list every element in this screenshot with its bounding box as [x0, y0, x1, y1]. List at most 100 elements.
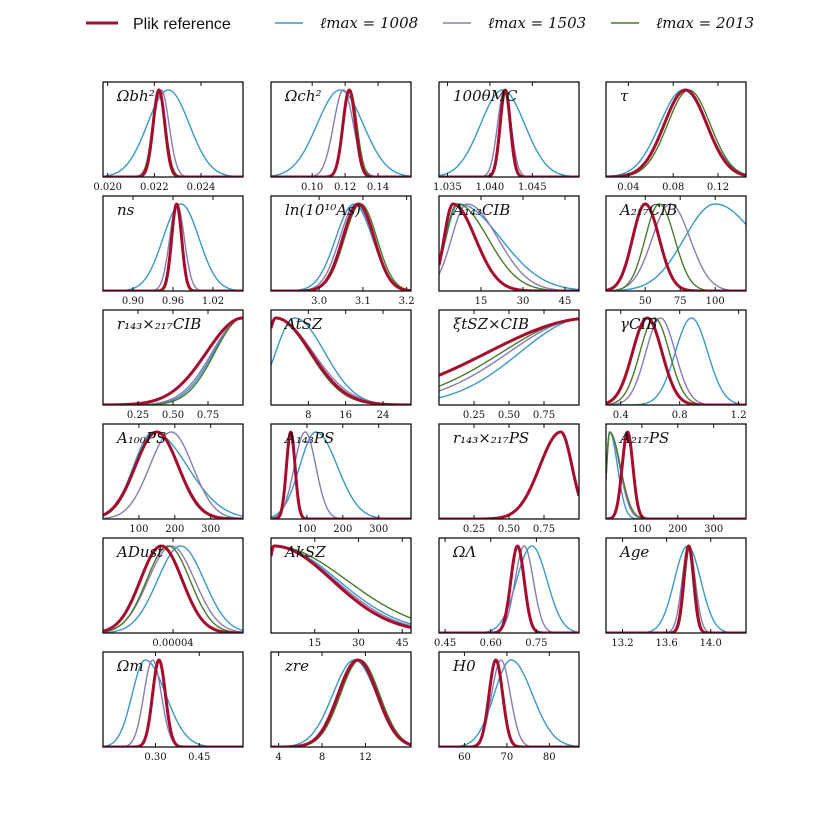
series-line--max-1008: [439, 545, 579, 633]
x-tick-label: 0.25: [127, 410, 149, 421]
panel-21: 0.30 0.45 Ωm: [102, 651, 244, 763]
panel-frame: [438, 195, 580, 292]
panel-curves: [103, 88, 243, 177]
series-line-plik-reference: [271, 430, 411, 519]
panel-11: 0.25 0.50 0.75 ξtSZ×CIB: [438, 309, 580, 421]
panel-title: γCIB: [620, 315, 657, 333]
series-line-plik-reference: [103, 88, 243, 177]
panel-16: 100 200 300 A₂₁₇PS: [605, 423, 747, 535]
series-line--max-2013: [606, 431, 746, 519]
series-line-plik-reference: [103, 430, 243, 519]
series-line--max-2013: [271, 545, 411, 619]
panel-frame: [270, 81, 412, 178]
panel-curves: [103, 430, 243, 519]
x-tick-label: 200: [165, 524, 184, 535]
panel-curves: [439, 430, 579, 519]
x-tick-label: 100: [129, 524, 148, 535]
x-tick-label: 13.2: [611, 638, 633, 649]
panel-title: ns: [117, 201, 135, 219]
x-tick-label: 0.50: [498, 524, 520, 535]
series-line--max-1008: [606, 203, 746, 291]
series-line--max-1503: [606, 431, 746, 519]
panel-10: 8 16 24 AtSZ: [270, 309, 412, 421]
series-line--max-1008: [103, 89, 243, 177]
x-tick-label: 24: [377, 410, 390, 421]
panel-title: r₁₄₃×₂₁₇PS: [453, 429, 529, 447]
x-tick-label: 4: [275, 752, 281, 763]
panel-curves: [439, 88, 579, 177]
panel-title: A₂₁₇CIB: [618, 201, 677, 219]
x-tick-label: 3.2: [399, 296, 415, 307]
x-tick-label: 0.12: [334, 182, 356, 193]
panel-14: 100 200 300 A₁₄₃PS: [270, 423, 412, 535]
panel-title: ξtSZ×CIB: [453, 315, 529, 333]
panel-frame: [605, 423, 747, 520]
panel-title: zre: [284, 657, 309, 675]
x-tick-label: 200: [668, 524, 687, 535]
series-line-plik-reference: [439, 430, 579, 519]
panel-frame: [270, 537, 412, 634]
legend-label: ℓmax = 1008: [320, 14, 418, 32]
x-tick-label: 70: [501, 752, 514, 763]
x-tick-label: 30: [352, 638, 365, 649]
x-tick-label: 0.75: [533, 410, 555, 421]
panel-13: 100 200 300 A₁₀₀PS: [102, 423, 244, 535]
x-tick-label: 0.14: [367, 182, 389, 193]
panel-title: A₁₄₃CIB: [451, 201, 510, 219]
series-line--max-1008: [606, 431, 746, 519]
x-tick-label: 60: [458, 752, 471, 763]
x-tick-label: 300: [369, 524, 388, 535]
panel-12: 0.4 0.8 1.2 γCIB: [605, 309, 747, 421]
panel-frame: [270, 195, 412, 292]
x-tick-label: 0.022: [140, 182, 169, 193]
panel-curves: [271, 544, 411, 629]
x-tick-label: 0.08: [662, 182, 684, 193]
x-tick-label: 200: [333, 524, 352, 535]
panel-title: Age: [618, 543, 649, 561]
panel-22: 4 8 12 zre: [270, 651, 412, 763]
series-line-plik-reference: [103, 202, 243, 291]
series-line--max-2013: [103, 545, 243, 633]
x-tick-label: 14.0: [700, 638, 722, 649]
series-line-plik-reference: [606, 88, 746, 177]
x-tick-label: 0.75: [197, 410, 219, 421]
x-tick-label: 0.024: [187, 182, 216, 193]
x-tick-label: 0.8: [672, 410, 688, 421]
x-tick-label: 3.0: [311, 296, 327, 307]
series-line--max-1503: [271, 89, 411, 177]
x-tick-label: 100: [706, 296, 725, 307]
series-line-plik-reference: [439, 202, 579, 291]
panel-title: AtSZ: [283, 315, 323, 333]
x-tick-label: 1.040: [476, 182, 505, 193]
panel-23: 60 70 80 H0: [438, 651, 580, 763]
x-tick-label: 0.25: [463, 524, 485, 535]
x-tick-label: 0.4: [613, 410, 629, 421]
x-tick-label: 0.00004: [152, 638, 193, 649]
panel-frame: [102, 81, 244, 178]
panel-title: ADust: [115, 543, 164, 561]
panel-frame: [605, 81, 747, 178]
panel-20: 13.2 13.6 14.0 Age: [605, 537, 747, 649]
panel-frame: [438, 651, 580, 748]
series-line--max-1503: [606, 203, 746, 291]
series-line-plik-reference: [606, 202, 746, 291]
panel-4: 0.04 0.08 0.12 τ: [605, 81, 747, 193]
panel-title: r₁₄₃×₂₁₇CIB: [117, 315, 201, 333]
series-line--max-1008: [439, 317, 579, 399]
panel-curves: [606, 430, 746, 519]
legend-entry-lmax-1503: ℓmax = 1503: [443, 14, 586, 32]
x-tick-label: 0.04: [617, 182, 639, 193]
panel-frame: [102, 423, 244, 520]
x-tick-label: 1.2: [731, 410, 747, 421]
series-line-plik-reference: [103, 544, 243, 633]
panel-17: 0.00004 ADust: [102, 537, 244, 649]
x-tick-label: 0.12: [707, 182, 729, 193]
x-tick-label: 0.45: [434, 638, 456, 649]
series-line-plik-reference: [439, 658, 579, 747]
panel-7: 15 30 45 A₁₄₃CIB: [438, 195, 580, 307]
x-tick-label: 300: [201, 524, 220, 535]
panel-5: 0.90 0.96 1.02 ns: [102, 195, 244, 307]
x-tick-label: 3.1: [355, 296, 371, 307]
x-tick-label: 1.035: [433, 182, 462, 193]
